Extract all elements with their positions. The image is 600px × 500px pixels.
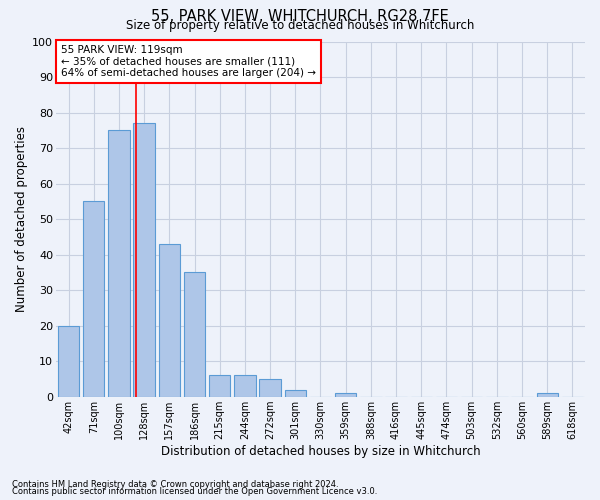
X-axis label: Distribution of detached houses by size in Whitchurch: Distribution of detached houses by size … <box>161 444 480 458</box>
Bar <box>335 393 356 396</box>
Bar <box>234 376 256 396</box>
Bar <box>83 202 104 396</box>
Text: 55, PARK VIEW, WHITCHURCH, RG28 7FE: 55, PARK VIEW, WHITCHURCH, RG28 7FE <box>151 9 449 24</box>
Bar <box>184 272 205 396</box>
Bar <box>536 393 558 396</box>
Bar <box>133 123 155 396</box>
Bar <box>108 130 130 396</box>
Text: 55 PARK VIEW: 119sqm
← 35% of detached houses are smaller (111)
64% of semi-deta: 55 PARK VIEW: 119sqm ← 35% of detached h… <box>61 45 316 78</box>
Text: Contains HM Land Registry data © Crown copyright and database right 2024.: Contains HM Land Registry data © Crown c… <box>12 480 338 489</box>
Text: Contains public sector information licensed under the Open Government Licence v3: Contains public sector information licen… <box>12 488 377 496</box>
Bar <box>209 376 230 396</box>
Bar <box>58 326 79 396</box>
Bar <box>284 390 306 396</box>
Bar <box>158 244 180 396</box>
Text: Size of property relative to detached houses in Whitchurch: Size of property relative to detached ho… <box>126 19 474 32</box>
Bar <box>259 379 281 396</box>
Y-axis label: Number of detached properties: Number of detached properties <box>15 126 28 312</box>
